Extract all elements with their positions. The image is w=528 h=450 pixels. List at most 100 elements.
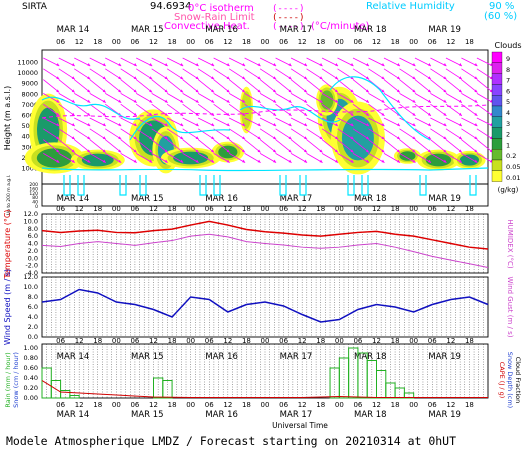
- bl-panel-frame: [41, 183, 489, 207]
- wind-arrow-head: [195, 63, 199, 66]
- bl-contour: [199, 175, 207, 196]
- wind-arrow: [399, 93, 416, 103]
- wind-arrow-head: [474, 99, 478, 103]
- cloud-blob-core: [425, 153, 452, 167]
- hour-tick-label: 18: [93, 337, 102, 345]
- wind-arrow-head: [412, 99, 416, 103]
- day-label: MAR 17: [280, 194, 313, 204]
- wind-arrow-head: [443, 123, 447, 126]
- wind-arrow-head: [211, 136, 215, 140]
- wind-arrow-head: [195, 89, 199, 93]
- wind-arrow: [321, 153, 339, 163]
- wind-arrow-head: [149, 123, 153, 126]
- hour-tick-label: 18: [168, 205, 177, 213]
- wind-arrow: [197, 68, 215, 80]
- wind-arrow: [275, 153, 292, 163]
- zero-isotherm-legend: 0°C isotherm: [188, 3, 254, 14]
- wind-arrow: [383, 79, 401, 93]
- day-label: MAR 15: [131, 410, 164, 420]
- day-label: MAR 16: [205, 410, 238, 420]
- wind-arrow-head: [257, 63, 261, 66]
- bl-contour: [63, 175, 71, 196]
- wind-arrow: [430, 68, 447, 80]
- wind-arrow: [151, 93, 168, 103]
- y-tick-label: 12.0: [24, 210, 38, 218]
- wind-arrow: [414, 139, 432, 153]
- wind-arrow-head: [273, 123, 277, 126]
- wind-arrow: [151, 68, 168, 80]
- wind-arrow-head: [133, 149, 137, 153]
- wind-arrow: [120, 153, 137, 163]
- wind-arrow: [368, 57, 385, 67]
- hour-tick-label: 18: [93, 38, 102, 46]
- wind-arrow: [166, 139, 184, 153]
- humidex-line: [41, 233, 489, 268]
- wind-arrow-head: [304, 123, 308, 126]
- wind-arrow: [306, 139, 323, 153]
- wind-arrow-head: [319, 159, 323, 163]
- hour-tick-label: 06: [205, 205, 214, 213]
- wind-arrow-head: [257, 159, 261, 163]
- wind-arrow-head: [56, 149, 60, 153]
- wind-arrow-head: [164, 159, 168, 163]
- hour-tick-label: 18: [391, 38, 400, 46]
- hour-tick-label: 12: [446, 337, 455, 345]
- wind-arrow: [58, 117, 75, 127]
- wind-arrow-head: [350, 159, 354, 163]
- cloud-blob-core: [81, 153, 114, 167]
- wind-arrow-head: [288, 63, 292, 66]
- wind-arrow: [445, 139, 463, 153]
- wind-arrow-head: [458, 123, 462, 126]
- wind-arrow: [244, 79, 261, 93]
- wind-arrow: [259, 57, 277, 67]
- wind-arrow: [476, 103, 494, 117]
- cape-y-label: CAPE (J / g): [498, 362, 506, 399]
- wind-arrow-head: [288, 76, 292, 80]
- wind-arrow-head: [164, 89, 168, 93]
- wind-arrow-head: [133, 63, 137, 66]
- hour-tick-label: 18: [242, 205, 251, 213]
- wind-arrow-head: [412, 76, 416, 80]
- wind-arrow: [58, 79, 76, 93]
- wind-arrow: [105, 117, 122, 127]
- colorbar-swatch: [491, 62, 503, 74]
- wind-arrow-head: [242, 112, 246, 116]
- wind-arrow: [445, 68, 463, 80]
- hour-tick-label: 18: [316, 401, 325, 409]
- y-tick-label: 1.00: [24, 344, 38, 352]
- wind-arrow-head: [412, 89, 416, 93]
- snow-y-label: Snow (cm / hour): [12, 352, 20, 408]
- y-tick-label: -4.0: [25, 269, 38, 277]
- wind-arrow-head: [87, 99, 91, 103]
- wind-arrow: [352, 128, 370, 140]
- colorbar-label: 8: [506, 66, 510, 74]
- wind-arrow-head: [226, 149, 230, 153]
- wind-arrow: [244, 128, 261, 140]
- wind-arrow-head: [381, 149, 385, 153]
- wind-arrow-head: [71, 149, 75, 153]
- y-tick-label: 0.60: [24, 364, 38, 372]
- wind-arrow: [136, 153, 153, 163]
- hour-tick-label: 00: [409, 401, 418, 409]
- colorbar-swatch: [491, 116, 503, 128]
- y-tick-label: 10.0: [24, 217, 38, 225]
- wind-arrow: [275, 139, 292, 153]
- wind-arrow: [105, 68, 122, 80]
- wind-arrow-head: [427, 99, 431, 103]
- wind-arrow: [414, 128, 432, 140]
- wind-arrow-head: [118, 89, 122, 93]
- colorbar-label: 3: [506, 120, 510, 128]
- wind-arrow: [476, 153, 494, 163]
- wind-arrow: [275, 57, 292, 67]
- hour-tick-label: 06: [279, 205, 288, 213]
- wind-arrow: [383, 93, 401, 103]
- wind-arrow-head: [242, 149, 246, 153]
- wind-arrow: [430, 153, 447, 163]
- wind-arrow: [414, 57, 432, 67]
- cloud-blob-core: [459, 154, 480, 166]
- wind-arrow: [383, 57, 401, 67]
- colorbar-swatch: [491, 105, 503, 117]
- wind-arrow: [228, 93, 246, 103]
- day-label: MAR 19: [428, 194, 461, 204]
- wind-arrow: [352, 153, 370, 163]
